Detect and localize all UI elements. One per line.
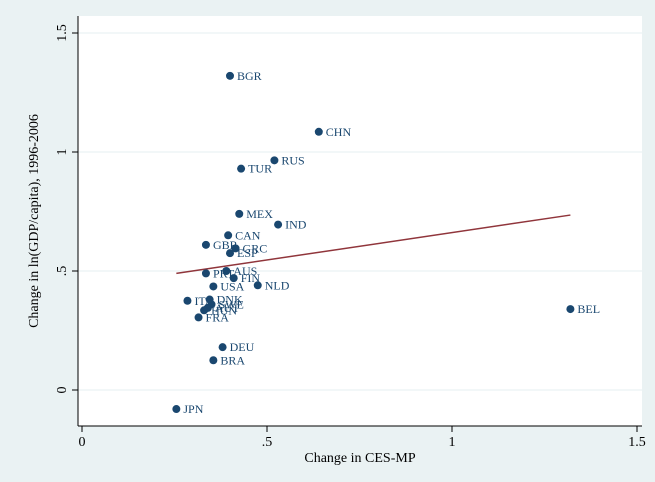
point-deu: DEU [218, 340, 255, 354]
point-label: BRA [220, 353, 245, 367]
fitted-line [176, 214, 571, 275]
point-label: CAN [235, 228, 261, 242]
point-marker [314, 127, 323, 136]
x-tick-label: 1.5 [628, 435, 646, 450]
point-marker [237, 164, 246, 173]
point-marker [209, 356, 218, 365]
point-label: FIN [241, 271, 261, 285]
point-label: GBR [213, 238, 238, 252]
point-esp: ESP [226, 246, 258, 260]
y-axis-ticks: 0 .5 1 1.5 [55, 24, 78, 394]
point-can: CAN [224, 228, 261, 242]
point-marker [274, 220, 283, 229]
point-label: PRT [213, 266, 235, 280]
point-aus: AUS [222, 264, 257, 278]
point-marker [226, 249, 234, 258]
point-marker [270, 156, 279, 165]
point-gbr: GBR [201, 238, 238, 252]
y-tick-label: 0 [55, 387, 70, 394]
point-marker [172, 405, 181, 414]
x-axis-title: Change in CES-MP [304, 451, 415, 466]
point-fin: FIN [229, 271, 261, 285]
point-label: TUR [248, 162, 272, 176]
point-label: GRC [243, 241, 268, 255]
y-tick-label: 1.5 [55, 24, 70, 42]
point-label: USA [220, 279, 244, 293]
point-jpn: JPN [172, 402, 204, 416]
point-label: RUS [281, 153, 304, 167]
point-marker [253, 281, 262, 290]
point-marker [201, 269, 210, 278]
point-ind: IND [274, 218, 307, 232]
point-label: SWE [219, 297, 244, 311]
point-label: NLD [265, 278, 290, 292]
point-fra: FRA [194, 310, 230, 324]
point-marker [183, 296, 192, 305]
x-tick-label: .5 [262, 435, 273, 450]
point-label: BEL [577, 302, 600, 316]
point-marker [224, 231, 233, 240]
point-marker [566, 305, 575, 314]
point-label: HUN [211, 303, 237, 317]
point-marker [201, 240, 210, 249]
point-bra: BRA [209, 353, 245, 367]
point-label: CHN [326, 125, 352, 139]
point-marker [229, 274, 238, 283]
point-label: AUT [215, 301, 240, 315]
point-label: FRA [206, 310, 230, 324]
point-mex: MEX [235, 207, 273, 221]
point-label: MEX [246, 207, 273, 221]
point-marker [235, 209, 244, 218]
point-prt: PRT [201, 266, 235, 280]
y-tick-label: .5 [55, 266, 70, 277]
point-label: ESP [237, 246, 258, 260]
point-usa: USA [209, 279, 245, 293]
point-label: JPN [183, 402, 203, 416]
x-axis-ticks: 0 .5 1 1.5 [79, 426, 646, 450]
point-marker [226, 71, 234, 80]
point-tur: TUR [237, 162, 272, 176]
point-marker [209, 282, 218, 291]
point-bel: BEL [566, 302, 600, 316]
y-axis-title: Change in ln(GDP/capita), 1996-2006 [27, 114, 42, 328]
x-tick-label: 0 [79, 435, 86, 450]
point-marker [194, 313, 203, 322]
point-marker [218, 343, 227, 352]
point-label: DEU [230, 340, 255, 354]
point-marker [200, 306, 209, 315]
point-label: BGR [237, 69, 262, 83]
plot-area [78, 16, 642, 426]
point-label: DNK [217, 293, 243, 307]
point-hun: HUN [200, 303, 237, 317]
point-label: AUS [233, 264, 257, 278]
point-rus: RUS [270, 153, 305, 167]
point-marker [222, 267, 231, 275]
y-tick-label: 1 [55, 149, 70, 156]
point-grc: GRC [231, 241, 268, 255]
point-bgr: BGR [226, 69, 262, 83]
point-label: IND [285, 218, 307, 232]
point-nld: NLD [253, 278, 290, 292]
gridlines [78, 32, 642, 391]
point-swe: SWE [207, 297, 244, 311]
x-tick-label: 1 [449, 435, 456, 450]
point-chn: CHN [314, 125, 352, 139]
point-marker [231, 244, 240, 253]
